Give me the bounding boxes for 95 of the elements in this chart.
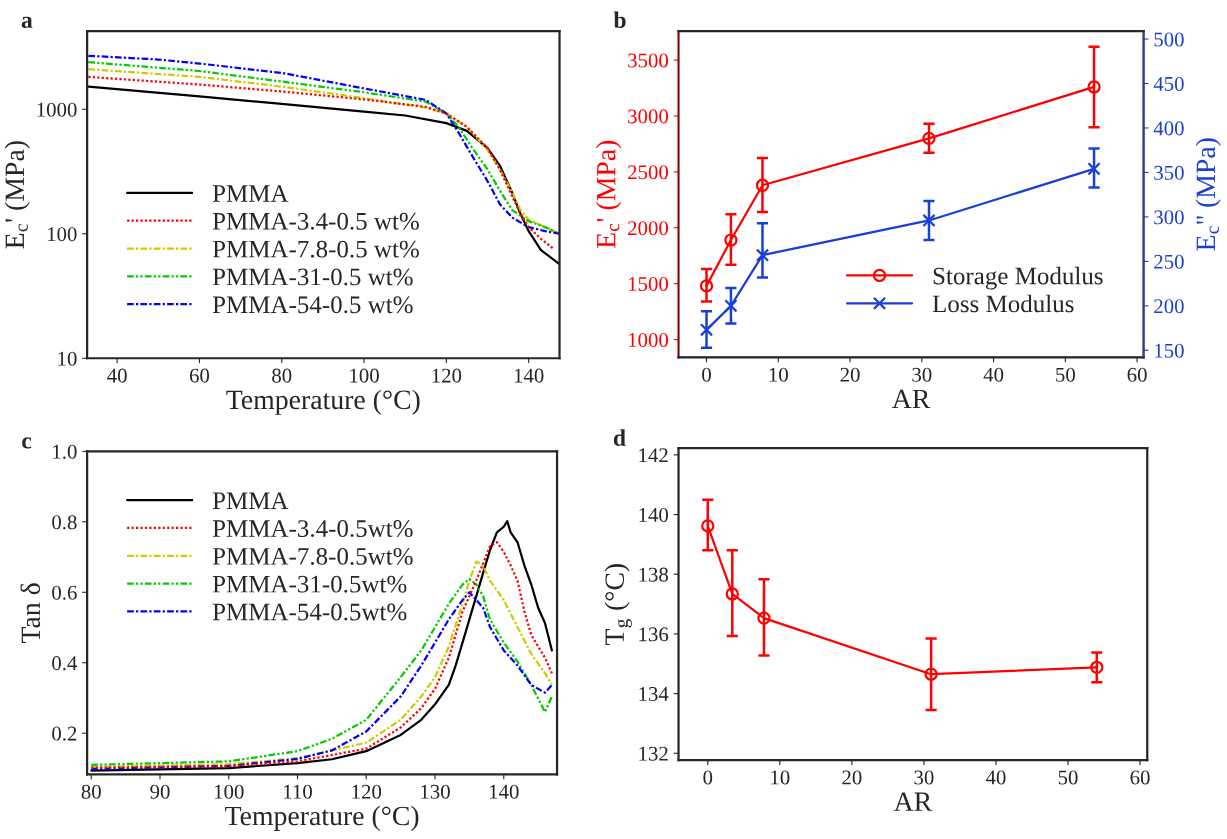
x-tick-label: 140 [514,368,544,383]
legend-label: PMMA-31-0.5 wt% [212,268,413,286]
point [757,611,771,625]
y-tick-label: 136 [639,627,669,642]
point [922,213,936,228]
legend-label: PMMA-7.8-0.5wt% [212,547,413,565]
x-axis-title: Temperature (°C) [226,389,420,415]
x-tick-label: 20 [840,367,860,382]
legend-label: PMMA-3.4-0.5wt% [212,520,413,538]
y-tick-label: 0.8 [52,515,77,530]
y-axis-title: E$_{c}$' (MPa) [596,140,622,249]
x-tick-label: 80 [272,368,292,383]
y-tick-label: 2000 [628,221,669,236]
text: a [21,16,33,29]
y-tick-label: 132 [639,746,668,761]
x-tick-label: 40 [985,770,1006,785]
x-tick-label: 100 [350,368,379,383]
point [699,279,714,293]
legend-label: PMMA-3.4-0.5 wt% [212,212,419,230]
point [1087,162,1101,176]
text: b [613,11,626,29]
y-tick-label: 1000 [628,332,669,347]
x-tick-label: 80 [81,784,101,799]
legend-label: Loss Modulus [932,294,1074,313]
text: c [22,437,32,449]
y2-tick-label: 200 [1154,299,1184,314]
y-axis-title: E$_{c}$' (MPa) [4,141,30,249]
point [699,323,714,337]
point [701,519,715,533]
x-tick-label: 60 [1130,770,1150,785]
x-tick-label: 50 [1056,367,1075,382]
y2-tick-label: 150 [1155,343,1184,358]
y-tick-label: 10 [58,351,77,366]
x-tick-label: 50 [1058,770,1078,785]
legend-label: PMMA [212,185,289,202]
y-tick-label: 134 [639,687,669,702]
x-tick-label: 120 [352,784,382,799]
x-tick-label: 100 [214,784,244,799]
point [924,667,938,681]
y-tick-label: 0.6 [52,585,77,600]
x-tick-label: 120 [432,368,462,383]
point [724,299,738,313]
y-tick-label: 1000 [37,102,77,117]
y-axis-title: T$_{g}$ (°C) [604,564,632,645]
legend-label: PMMA-31-0.5wt% [212,575,407,593]
x-tick-label: 40 [983,367,1004,382]
y-tick-label: 1.0 [53,444,77,459]
y-tick-label: 3000 [628,109,669,124]
point [1087,80,1101,94]
y-tick-label: 138 [639,567,669,582]
x-axis-title: Temperature (°C) [225,805,419,831]
x-tick-label: 130 [421,784,450,799]
y-tick-label: 0.4 [52,656,78,671]
legend-label: PMMA-54-0.5 wt% [212,296,413,314]
x-tick-label: 10 [769,367,788,382]
x-tick-label: 30 [914,770,934,785]
legend-label: PMMA-54-0.5wt% [212,603,407,621]
y2-tick-label: 450 [1153,76,1184,91]
y-tick-label: 1500 [628,277,669,292]
x-tick-label: 0 [702,367,711,382]
x-tick-label: 140 [489,784,519,799]
point [755,178,770,192]
y-tick-label: 0.2 [52,726,77,741]
x-tick-label: 30 [912,367,932,382]
y-tick-label: 140 [639,507,669,522]
text: d [613,429,626,446]
point [755,248,770,262]
y-tick-label: 2500 [628,165,669,180]
x-axis-title: AR [892,389,931,409]
y2-tick-label: 300 [1154,210,1184,225]
legend-label: Storage Modulus [933,266,1103,290]
x-tick-label: 20 [842,770,862,785]
y-axis-title: Tan δ [20,583,41,644]
y2-tick-label: 250 [1154,254,1184,269]
x-tick-label: 90 [150,784,170,799]
y-tick-label: 3500 [628,53,669,68]
point [922,131,936,146]
x-tick-label: 60 [1127,367,1147,382]
x-tick-label: 60 [189,368,210,383]
y-tick-label: 100 [47,227,77,242]
point [1090,660,1104,674]
x-tick-label: 110 [284,784,312,799]
y-tick-label: 142 [639,448,668,463]
point [724,233,738,247]
y2-tick-label: 500 [1154,32,1184,47]
y2-tick-label: 400 [1153,121,1184,136]
x-tick-label: 0 [703,770,713,785]
point [725,587,739,601]
legend-label: PMMA [212,492,289,509]
legend-label: PMMA-7.8-0.5 wt% [212,240,419,258]
x-tick-label: 40 [107,368,127,383]
y2-tick-label: 350 [1154,165,1184,180]
x-tick-label: 10 [771,770,790,785]
x-axis-title: AR [893,792,933,811]
y2-axis-title: E$_{c}$'' (MPa) [1195,138,1221,251]
